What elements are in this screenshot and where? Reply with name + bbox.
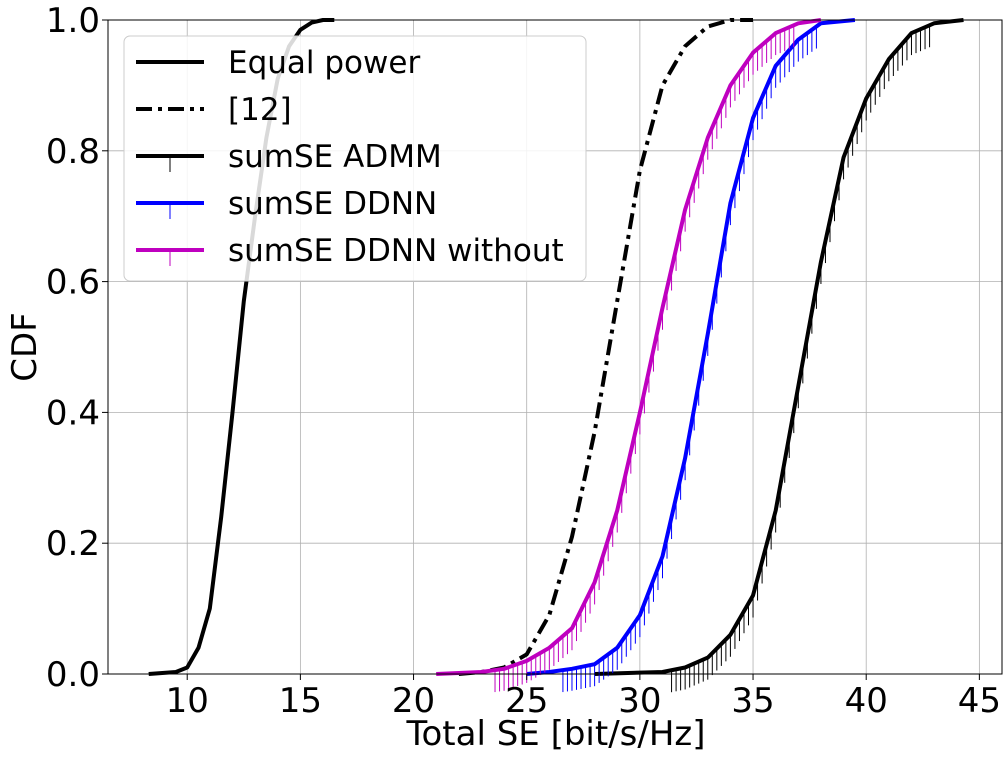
legend-label: sumSE ADMM xyxy=(228,139,442,175)
axis-ticks: 10 15 20 25 30 35 40 45 0.0 0.2 0.4 0.6 0.8 1.0 xyxy=(46,1,1001,721)
legend-label: Equal power xyxy=(228,45,420,81)
x-tick-label: 40 xyxy=(845,681,888,721)
x-tick-label: 30 xyxy=(618,681,661,721)
legend-box xyxy=(123,35,587,282)
legend-label: sumSE DDNN xyxy=(228,186,437,222)
legend: Equal power [12] sumSE ADMM sumSE DDNN sumSE… xyxy=(123,35,587,282)
x-tick-label: 20 xyxy=(392,681,435,721)
x-tick-label: 15 xyxy=(279,681,322,721)
y-axis-label: CDF xyxy=(5,312,45,381)
x-tick-label: 25 xyxy=(505,681,548,721)
series-line-2 xyxy=(458,18,753,676)
plot-frame xyxy=(107,19,1003,675)
x-tick-label: 10 xyxy=(166,681,209,721)
y-tick-label: 0.4 xyxy=(46,393,100,433)
series-line-3 xyxy=(594,18,964,676)
y-tick-label: 0.8 xyxy=(46,132,100,172)
y-tick-label: 0.2 xyxy=(46,524,100,564)
y-tick-label: 1.0 xyxy=(46,1,100,41)
y-tick-label: 0.0 xyxy=(46,655,100,695)
legend-label: sumSE DDNN without xyxy=(228,233,564,269)
y-tick-label: 0.6 xyxy=(46,263,100,303)
plot-lines xyxy=(148,18,964,693)
x-axis-label: Total SE [bit/s/Hz] xyxy=(405,714,705,754)
x-tick-label: 45 xyxy=(958,681,1001,721)
x-tick-label: 35 xyxy=(731,681,774,721)
legend-label: [12] xyxy=(228,92,292,128)
